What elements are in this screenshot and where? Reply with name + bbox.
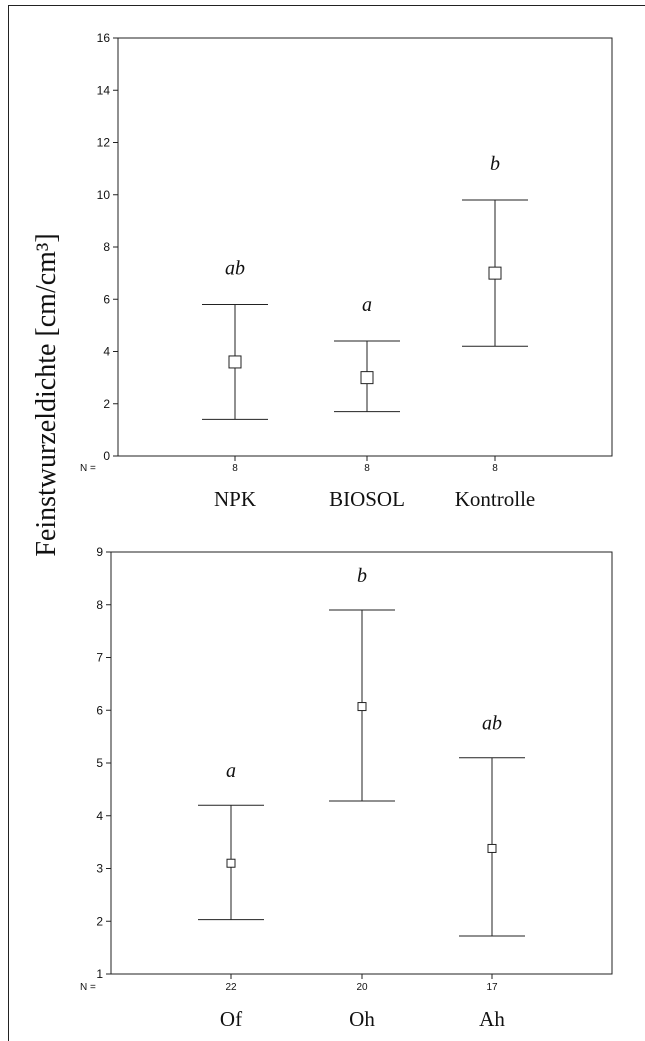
mean-marker — [487, 843, 497, 853]
n-value-label: 20 — [356, 982, 368, 993]
n-value-label: 22 — [225, 982, 237, 993]
significance-label: b — [490, 153, 500, 175]
significance-label: a — [362, 294, 372, 316]
y-axis-label: Feinstwurzeldichte [cm/cm³] — [31, 233, 62, 556]
y-tick-label: 0 — [103, 449, 110, 463]
mean-marker — [360, 371, 374, 385]
y-tick-label: 8 — [103, 240, 110, 254]
n-value-label: 8 — [492, 463, 498, 474]
chart-bottom: 1 2 3 4 5 6 7 8 9 N = 22 Of a 20 Oh b 17 Ah ab — [80, 545, 613, 1031]
category-label: BIOSOL — [329, 487, 405, 511]
significance-label: ab — [225, 257, 245, 279]
n-prefix-label: N = — [80, 463, 96, 474]
y-tick-label: 12 — [97, 136, 111, 150]
chart-top: 0 2 4 6 8 10 12 14 16 N = 8 NPK ab 8 BIOSOL a 8 Kontrolle… — [80, 31, 613, 511]
significance-label: b — [357, 565, 367, 587]
y-tick-label: 9 — [96, 545, 103, 559]
y-tick-label: 3 — [96, 862, 103, 876]
n-value-label: 17 — [486, 982, 498, 993]
frame-left-border — [8, 5, 9, 1041]
significance-label: ab — [482, 713, 502, 735]
y-tick-label: 14 — [97, 83, 111, 97]
plot-frame — [117, 37, 613, 457]
mean-marker — [357, 702, 367, 712]
category-label: NPK — [214, 487, 256, 511]
n-value-label: 8 — [364, 463, 370, 474]
y-tick-label: 16 — [97, 31, 111, 45]
y-tick-label: 2 — [96, 914, 103, 928]
y-tick-label: 6 — [96, 703, 103, 717]
category-label: Oh — [349, 1007, 375, 1031]
y-tick-label: 10 — [97, 188, 111, 202]
frame-top-border — [8, 5, 645, 6]
mean-marker — [226, 858, 236, 868]
y-tick-label: 5 — [96, 756, 103, 770]
y-tick-label: 8 — [96, 598, 103, 612]
n-value-label: 8 — [232, 463, 238, 474]
significance-label: a — [226, 760, 236, 782]
category-label: Of — [220, 1007, 242, 1031]
y-tick-label: 1 — [96, 967, 103, 981]
n-prefix-label: N = — [80, 982, 96, 993]
y-tick-label: 4 — [103, 345, 110, 359]
y-tick-label: 7 — [96, 651, 103, 665]
mean-marker — [488, 266, 502, 280]
category-label: Kontrolle — [455, 487, 535, 511]
y-tick-label: 4 — [96, 809, 103, 823]
mean-marker — [228, 355, 242, 369]
y-tick-label: 6 — [103, 292, 110, 306]
y-tick-label: 2 — [103, 397, 110, 411]
category-label: Ah — [479, 1007, 505, 1031]
